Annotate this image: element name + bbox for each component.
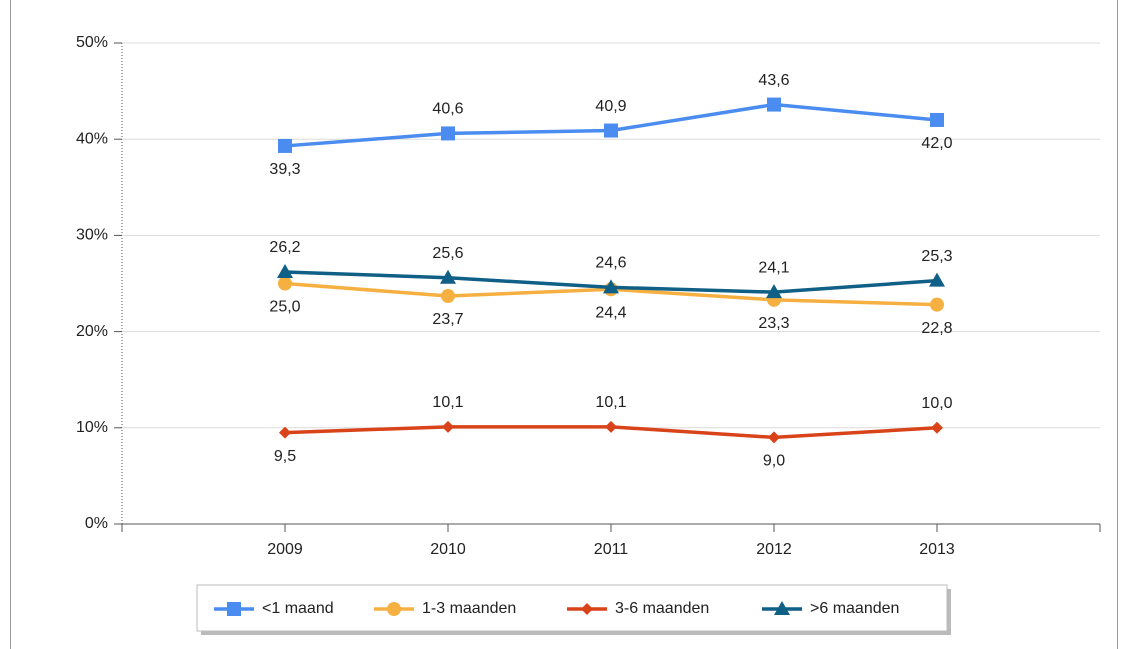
y-tick-label: 10% bbox=[76, 419, 108, 436]
data-label: 24,4 bbox=[595, 304, 626, 321]
y-tick-label: 0% bbox=[85, 515, 108, 532]
marker bbox=[279, 426, 291, 439]
marker bbox=[930, 112, 944, 127]
marker bbox=[442, 420, 454, 433]
marker bbox=[929, 272, 945, 287]
chart-frame bbox=[10, 0, 1118, 649]
data-label: 9,0 bbox=[763, 453, 785, 470]
marker bbox=[768, 431, 780, 444]
marker bbox=[387, 602, 401, 616]
data-label: 10,0 bbox=[921, 395, 952, 412]
y-tick-label: 50% bbox=[76, 34, 108, 51]
x-tick-label: 2009 bbox=[267, 541, 303, 558]
data-label: 23,3 bbox=[758, 315, 789, 332]
marker bbox=[277, 263, 293, 278]
marker bbox=[604, 123, 618, 138]
marker bbox=[441, 126, 455, 141]
legend-label: 3-6 maanden bbox=[615, 600, 709, 617]
marker bbox=[441, 289, 455, 304]
data-label: 39,3 bbox=[269, 161, 300, 178]
data-label: 25,6 bbox=[432, 245, 463, 262]
data-label: 40,6 bbox=[432, 101, 463, 118]
data-label: 9,5 bbox=[274, 448, 296, 465]
marker bbox=[581, 603, 593, 615]
y-tick-label: 40% bbox=[76, 130, 108, 147]
data-label: 25,0 bbox=[269, 299, 300, 316]
x-tick-label: 2013 bbox=[919, 541, 955, 558]
legend-label: >6 maanden bbox=[810, 600, 899, 617]
marker bbox=[227, 602, 241, 616]
marker bbox=[278, 276, 292, 291]
data-label: 10,1 bbox=[432, 394, 463, 411]
data-label: 26,2 bbox=[269, 239, 300, 256]
data-label: 24,1 bbox=[758, 259, 789, 276]
data-label: 23,7 bbox=[432, 311, 463, 328]
x-tick-label: 2010 bbox=[430, 541, 466, 558]
data-label: 10,1 bbox=[595, 394, 626, 411]
marker bbox=[767, 97, 781, 112]
y-tick-label: 30% bbox=[76, 227, 108, 244]
marker bbox=[774, 601, 790, 615]
x-tick-label: 2012 bbox=[756, 541, 792, 558]
data-label: 42,0 bbox=[921, 135, 952, 152]
y-tick-label: 20% bbox=[76, 323, 108, 340]
marker bbox=[440, 269, 456, 284]
data-label: 43,6 bbox=[758, 72, 789, 89]
marker bbox=[603, 279, 619, 294]
marker bbox=[930, 297, 944, 312]
marker bbox=[766, 284, 782, 299]
data-label: 25,3 bbox=[921, 248, 952, 265]
marker bbox=[278, 138, 292, 153]
data-label: 22,8 bbox=[921, 320, 952, 337]
data-label: 24,6 bbox=[595, 255, 626, 272]
data-label: 40,9 bbox=[595, 98, 626, 115]
marker bbox=[931, 421, 943, 434]
marker bbox=[605, 420, 617, 433]
legend-label: <1 maand bbox=[262, 600, 334, 617]
x-tick-label: 2011 bbox=[594, 541, 629, 558]
legend-label: 1-3 maanden bbox=[422, 600, 516, 617]
